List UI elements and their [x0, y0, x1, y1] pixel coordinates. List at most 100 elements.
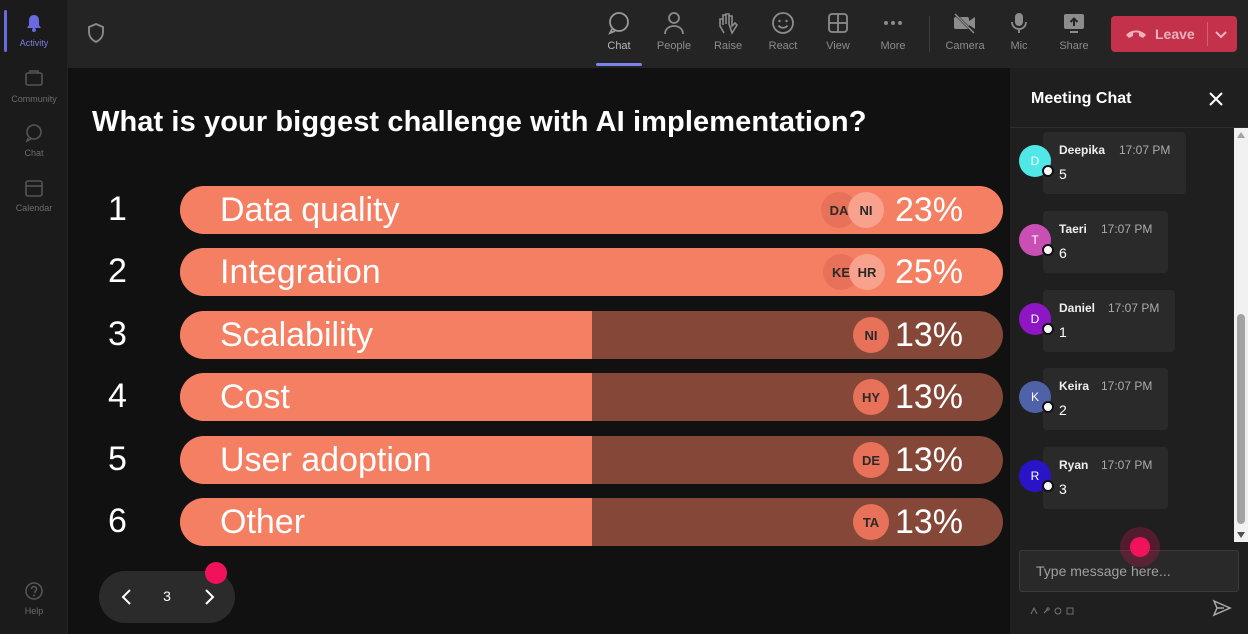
click-indicator	[205, 562, 227, 584]
message-author: Deepika	[1059, 143, 1106, 157]
close-icon[interactable]	[1207, 90, 1225, 108]
send-icon[interactable]	[1212, 598, 1232, 618]
message-time: 17:07 PM	[1119, 143, 1171, 157]
grid-view-icon	[825, 10, 851, 36]
rail-item-community[interactable]: Community	[0, 66, 68, 116]
chevron-down-icon[interactable]	[1213, 26, 1229, 42]
leave-button-label: Leave	[1155, 26, 1195, 42]
option-number: 2	[108, 252, 127, 290]
rail-item-help[interactable]: Help	[0, 578, 68, 628]
chat-message: Deepika 17:07 PM 5 D	[1010, 132, 1234, 196]
chevron-left-icon[interactable]	[115, 585, 139, 609]
option-label: Cost	[220, 378, 290, 416]
option-bar: User adoption DE 13%	[180, 436, 1003, 484]
chat-message: Ryan 17:07 PM 3 R	[1010, 447, 1234, 511]
chat-message: Keira 17:07 PM 2 K	[1010, 368, 1234, 432]
presence-dot	[1042, 323, 1054, 335]
scroll-thumb[interactable]	[1237, 314, 1245, 524]
option-percent: 13%	[894, 316, 963, 354]
rail-item-activity[interactable]: Activity	[0, 10, 68, 60]
message-text: 5	[1059, 166, 1067, 182]
chat-button[interactable]: Chat	[594, 10, 644, 66]
message-bubble: Deepika 17:07 PM 5	[1043, 132, 1186, 194]
react-button-label: React	[768, 40, 798, 52]
camera-off-icon	[952, 10, 978, 36]
help-icon	[23, 580, 45, 602]
message-author: Daniel	[1059, 301, 1096, 315]
chat-scrollbar[interactable]	[1234, 128, 1248, 542]
click-indicator	[1120, 527, 1160, 567]
message-input[interactable]	[1020, 551, 1238, 591]
option-percent: 13%	[894, 503, 963, 541]
mic-button[interactable]: Mic	[994, 10, 1044, 60]
people-button[interactable]: People	[649, 10, 699, 60]
option-label: Other	[220, 503, 306, 541]
message-text: 6	[1059, 245, 1067, 261]
message-author: Keira	[1059, 379, 1090, 393]
raise-hand-icon	[715, 10, 741, 36]
voter-avatar: DE	[853, 442, 889, 478]
option-bar: Cost HY 13%	[180, 373, 1003, 421]
chevron-right-icon[interactable]	[197, 585, 221, 609]
message-bubble: Taeri 17:07 PM 6	[1043, 211, 1168, 273]
poll-option: 6 Other TA 13%	[68, 498, 1010, 546]
message-text: 1	[1059, 324, 1067, 340]
poll-option: 3 Scalability NI 13%	[68, 311, 1010, 359]
option-number: 6	[108, 502, 127, 540]
people-button-label: People	[656, 40, 692, 52]
option-percent: 13%	[894, 441, 963, 479]
rail-item-chat[interactable]: Chat	[0, 120, 68, 170]
option-bar: Other TA 13%	[180, 498, 1003, 546]
voter-avatar: NI	[848, 192, 884, 228]
gif-icon[interactable]	[1066, 602, 1074, 615]
format-toolbar	[1030, 602, 1074, 615]
option-fill	[180, 373, 592, 421]
rail-item-calendar[interactable]: Calendar	[0, 175, 68, 225]
chat-message: Daniel 17:07 PM 1 D	[1010, 290, 1234, 354]
option-number: 3	[108, 315, 127, 353]
rail-label-calendar: Calendar	[15, 203, 53, 213]
option-label: Scalability	[220, 316, 374, 354]
emoji-icon[interactable]	[1054, 602, 1062, 615]
scroll-up-arrow[interactable]	[1237, 132, 1245, 138]
rail-label-community: Community	[11, 94, 57, 104]
community-icon	[23, 68, 45, 90]
option-number: 4	[108, 377, 127, 415]
more-button[interactable]: More	[868, 10, 918, 60]
poll-option: 2 Integration KE HR 25%	[68, 248, 1010, 296]
message-author: Ryan	[1059, 458, 1089, 472]
attach-icon[interactable]	[1042, 602, 1050, 614]
app-rail: Activity Community Chat Calendar Help	[0, 0, 68, 634]
camera-button[interactable]: Camera	[940, 10, 990, 60]
format-icon[interactable]	[1030, 602, 1038, 615]
page-number: 3	[163, 588, 171, 604]
message-composer	[1019, 550, 1239, 592]
poll-option: 4 Cost HY 13%	[68, 373, 1010, 421]
presence-dot	[1042, 165, 1054, 177]
view-button[interactable]: View	[813, 10, 863, 60]
presence-dot	[1042, 244, 1054, 256]
microphone-icon	[1006, 10, 1032, 36]
more-button-label: More	[880, 40, 906, 52]
option-bar: Integration KE HR 25%	[180, 248, 1003, 296]
rail-label-help: Help	[24, 606, 44, 616]
voter-avatar: NI	[853, 317, 889, 353]
message-text: 3	[1059, 481, 1067, 497]
chat-message-list[interactable]: Deepika 17:07 PM 5 D Taeri 17:07 PM 6 T …	[1010, 128, 1234, 542]
toolbar-divider	[929, 16, 930, 52]
poll-question: What is your biggest challenge with AI i…	[92, 106, 867, 138]
message-bubble: Keira 17:07 PM 2	[1043, 368, 1168, 430]
share-button[interactable]: Share	[1049, 10, 1099, 60]
shield-icon[interactable]	[86, 22, 108, 46]
message-time: 17:07 PM	[1101, 379, 1153, 393]
leave-button[interactable]: Leave	[1111, 16, 1237, 52]
raise-button-label: Raise	[713, 40, 743, 52]
react-button[interactable]: React	[758, 10, 808, 60]
bell-icon	[23, 12, 45, 34]
chat-button-label: Chat	[607, 40, 631, 52]
scroll-down-arrow[interactable]	[1237, 532, 1245, 538]
raise-hand-button[interactable]: Raise	[703, 10, 753, 60]
message-bubble: Daniel 17:07 PM 1	[1043, 290, 1175, 352]
option-bar: Scalability NI 13%	[180, 311, 1003, 359]
option-fill	[180, 436, 592, 484]
